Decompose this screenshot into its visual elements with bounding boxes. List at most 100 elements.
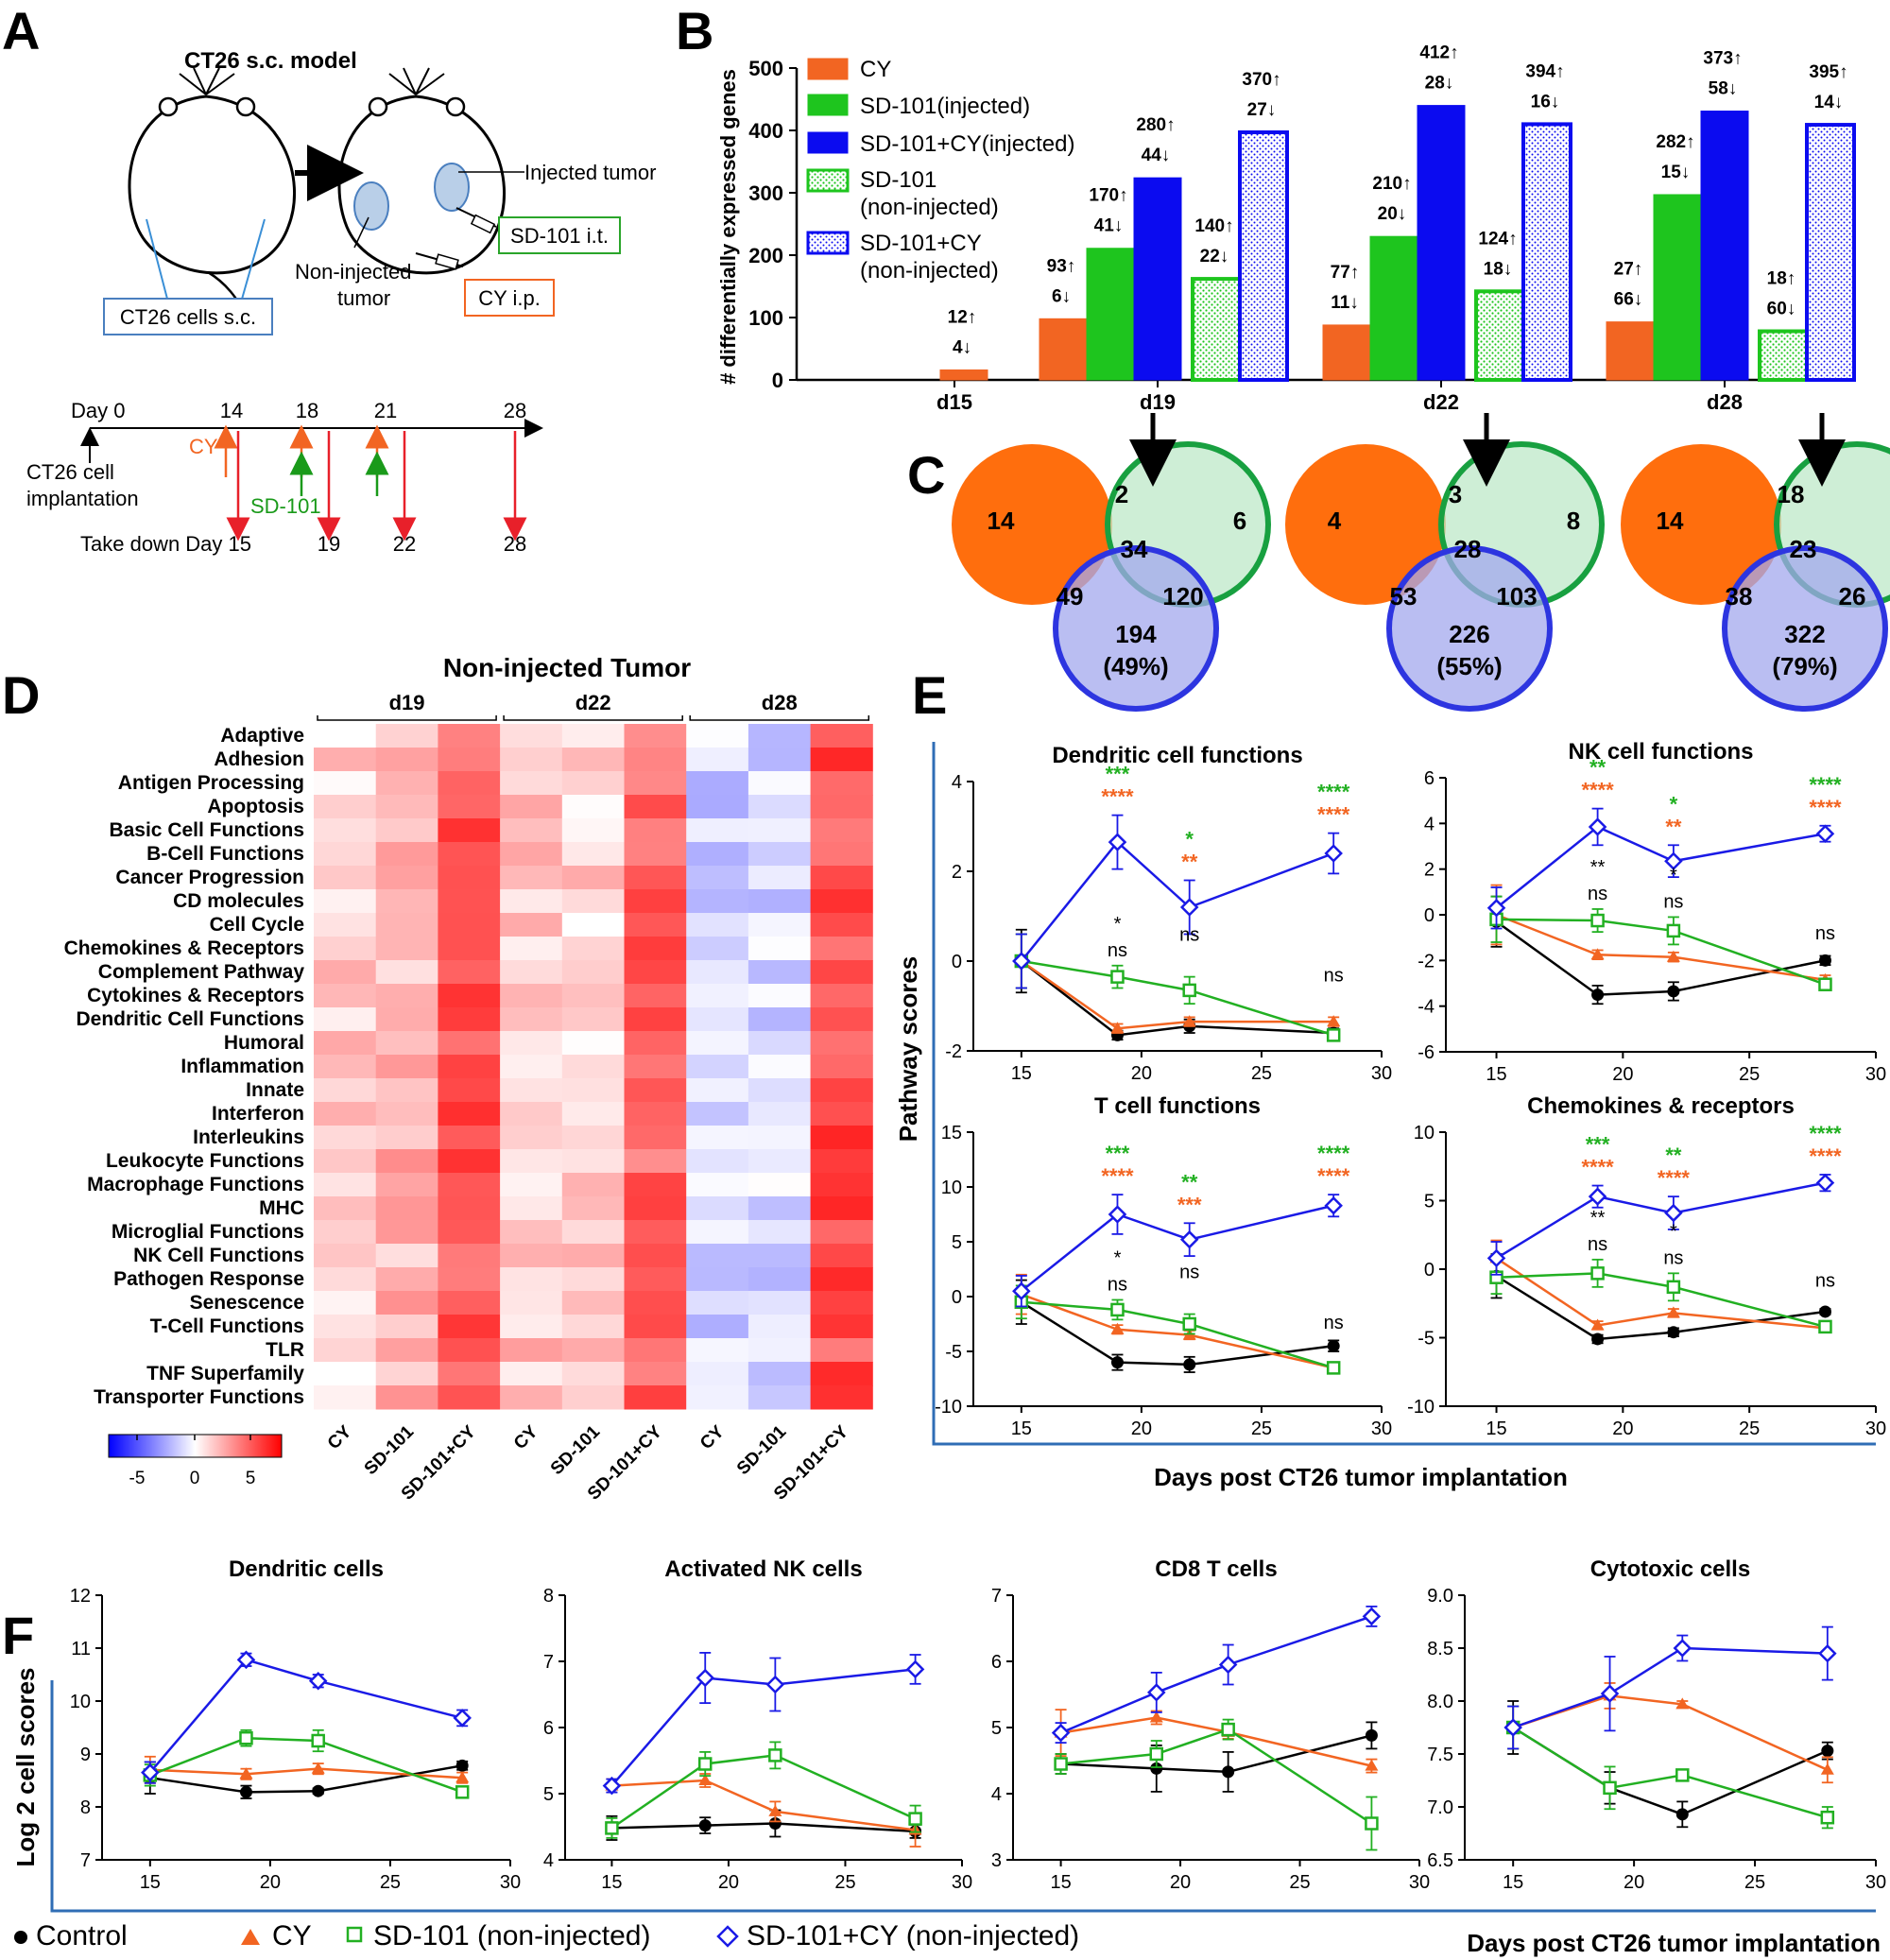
cy-point [1365,1759,1379,1771]
cells-label: CT26 cells s.c. [120,305,256,329]
f-subplot-3: 6.5 7.0 7.5 8.0 8.5 9.0 Cytotoxic cells 15 20 25 3… [1427,1556,1886,1893]
b-bar-d19-s2 [1133,177,1182,381]
y-tick-label: 7 [991,1586,1002,1607]
cy-point [1590,948,1605,960]
sdcy-point [1108,833,1127,851]
cy-series-line [149,1767,463,1779]
f-x-label: Days post CT26 tumor implantation [1467,1929,1881,1957]
heatmap-row-label: T-Cell Functions [150,1315,304,1337]
annotation-upper: ns [1815,1271,1835,1292]
heatmap-row-label: Humoral [224,1032,304,1054]
x-tick-label: 25 [1744,1872,1765,1893]
heatmap-cell [438,1031,501,1056]
cy-point [455,1771,470,1783]
control-point [768,1817,782,1830]
sdcy-point [453,1709,472,1728]
heatmap-row-label: Apoptosis [207,796,304,817]
heatmap-cell [686,1149,749,1174]
sd-point [1110,1302,1125,1317]
heatmap-col-label: SD-101 [547,1421,605,1479]
f-subplot-1: 4 5 6 7 8 Activated NK cells 15 20 25 30 [543,1556,972,1893]
heatmap-cell [438,771,501,796]
b-bar-label-down: 66↓ [1614,290,1643,310]
sdcy-point [1588,1187,1607,1206]
venn-count: 194 [1115,620,1157,648]
venn-sdcy-circle [1386,545,1553,712]
b-bar-label-up: 412↑ [1419,43,1458,63]
sd-point [455,1785,470,1799]
venn-sdcy-circle [1053,545,1219,712]
heatmap-cell [810,1338,873,1363]
heatmap-cell [686,1196,749,1221]
legend-cy-label: CY [272,1920,312,1951]
sdcy-point [141,1762,160,1782]
heatmap-cell [314,771,377,796]
star-orange: **** [1809,796,1842,819]
venn-count: 3 [1449,480,1462,508]
heatmap-cell [500,1244,563,1268]
heatmap-cell [500,1291,563,1315]
heatmap-cell [810,1078,873,1103]
b-bar-label-up: 394↑ [1525,61,1564,81]
b-legend-label: SD-101(injected) [860,94,1030,119]
heatmap-cell [810,1315,873,1339]
control-point [455,1759,469,1772]
control-point [1183,1358,1196,1371]
b-category-d19: d19 [1140,390,1176,414]
sd-point [239,1730,253,1745]
sdcy-point [602,1776,622,1796]
heatmap-d: Non-injected Tumor d19 d22 d28 AdaptiveAdhes… [64,653,873,1504]
sd-series-line [610,1754,917,1830]
heatmap-cell [561,1244,625,1268]
sd-point [908,1812,922,1826]
y-tick-label: 5 [952,1232,962,1253]
heatmap-cell [500,1055,563,1079]
heatmap-cell [561,1338,625,1363]
b-bar-label-down: 44↓ [1142,146,1171,165]
cy-series-line [1496,913,1826,982]
x-tick-label: 15 [1486,1064,1506,1085]
annotation-upper: * [1114,1247,1122,1268]
star-orange: **** [1101,785,1134,809]
f-subplot-2: 3 4 5 6 7 CD8 T cells 15 20 25 30 [991,1556,1430,1893]
x-tick-label: 20 [260,1872,281,1893]
heatmap-row-label: Transporter Functions [94,1386,304,1408]
mouse-ear-1a [158,96,179,117]
annotation-upper: * [1114,914,1122,935]
timeline-day-21: 21 [374,399,397,422]
heatmap-cell [624,1267,687,1292]
annotation-upper: * [1670,1221,1677,1242]
panel-label-b: B [676,1,713,60]
heatmap-cell [500,1031,563,1056]
y-tick-label: 8.5 [1427,1639,1453,1659]
heatmap-cell [686,748,749,772]
b-bar-label-up: 373↑ [1703,49,1742,69]
y-tick-label: 4 [952,772,962,793]
heatmap-row-label: Cytokines & Receptors [87,985,304,1006]
heatmap-cell [500,1220,563,1245]
e-subplot-3: -10 -5 0 5 10 Chemokines & receptors 15 20 25 30 *… [1407,1093,1886,1439]
heatmap-cell [747,1291,812,1315]
heatmap-cell [561,1055,625,1079]
subplot-title: Cytotoxic cells [1590,1556,1750,1582]
b-category-d28: d28 [1707,390,1743,414]
b-bar-label-down: 11↓ [1331,293,1359,313]
star-orange: **** [1658,1166,1691,1190]
control-point [1150,1762,1163,1775]
star-green: ** [1665,1143,1682,1167]
heatmap-group-bracket [689,715,870,721]
heatmap-cell [810,889,873,914]
sdcy-point [1108,1205,1127,1224]
heatmap-cell [500,1126,563,1150]
b-category-d15: d15 [936,390,972,414]
heatmap-cell [686,1315,749,1339]
heatmap-cell [561,1385,625,1410]
mouse-outline-2 [337,95,507,275]
heatmap-cell [747,818,812,843]
y-tick-label: 5 [1424,1192,1435,1212]
heatmap-group-bracket [317,715,497,721]
heatmap-cell [747,1078,812,1103]
heatmap-cell [624,1385,687,1410]
sd-point [697,1757,713,1771]
sdcy-point [1324,844,1343,863]
